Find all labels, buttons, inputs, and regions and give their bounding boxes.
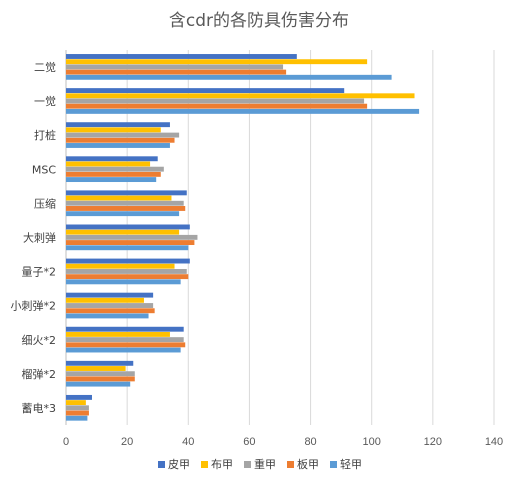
legend-swatch xyxy=(201,461,208,468)
category-label: MSC xyxy=(32,163,56,176)
bar-4-6 xyxy=(66,240,195,245)
bar-4-11 xyxy=(66,410,89,416)
bar-2-8 xyxy=(66,297,144,303)
bar-1-10 xyxy=(66,360,134,366)
bar-2-4 xyxy=(66,161,151,167)
bar-5-4 xyxy=(66,177,157,183)
legend-label: 板甲 xyxy=(297,457,319,471)
x-tick-label: 140 xyxy=(485,436,503,448)
bar-4-9 xyxy=(66,342,186,348)
bar-4-4 xyxy=(66,171,161,177)
legend-swatch xyxy=(287,461,294,468)
category-label: 一觉 xyxy=(34,95,56,108)
chart-title: 含cdr的各防具伤害分布 xyxy=(169,11,349,31)
bar-3-7 xyxy=(66,268,187,274)
bar-2-6 xyxy=(66,229,180,235)
bar-1-11 xyxy=(66,394,92,400)
bar-2-10 xyxy=(66,366,126,371)
bar-3-5 xyxy=(66,200,184,206)
bar-5-6 xyxy=(66,245,189,251)
category-label: 量子*2 xyxy=(22,266,57,279)
x-tick-label: 120 xyxy=(424,436,442,448)
bar-4-1 xyxy=(66,69,287,75)
bar-4-3 xyxy=(66,137,175,143)
category-label: 蓄电*3 xyxy=(22,402,57,415)
bar-1-9 xyxy=(66,326,184,332)
category-label: 榴弹*2 xyxy=(22,367,57,381)
x-tick-label: 60 xyxy=(243,436,255,448)
category-label: 小刺弹*2 xyxy=(11,299,57,313)
legend-swatch xyxy=(330,461,337,468)
bar-1-5 xyxy=(66,190,187,196)
bar-2-5 xyxy=(66,195,172,201)
bar-5-9 xyxy=(66,347,181,353)
x-tick-label: 100 xyxy=(363,436,381,448)
bar-1-2 xyxy=(66,88,345,94)
bar-4-2 xyxy=(66,103,368,109)
bar-1-6 xyxy=(66,224,190,230)
bar-2-9 xyxy=(66,331,170,337)
legend-swatch xyxy=(158,461,165,468)
x-tick-label: 0 xyxy=(63,436,69,448)
bar-4-7 xyxy=(66,274,189,280)
bar-5-7 xyxy=(66,279,181,285)
category-label: 细火*2 xyxy=(22,334,57,347)
bar-2-2 xyxy=(66,93,415,99)
bar-5-10 xyxy=(66,381,131,387)
bar-1-3 xyxy=(66,122,170,128)
bar-3-3 xyxy=(66,132,180,138)
legend-label: 布甲 xyxy=(211,458,233,471)
bar-3-6 xyxy=(66,234,198,240)
bar-3-10 xyxy=(66,371,135,377)
bar-2-1 xyxy=(66,59,368,65)
category-label: 压缩 xyxy=(34,197,56,210)
category-label: 大刺弹 xyxy=(23,231,56,245)
x-tick-label: 40 xyxy=(182,436,194,448)
bar-5-5 xyxy=(66,211,180,217)
bar-2-3 xyxy=(66,127,161,133)
bar-3-8 xyxy=(66,303,154,308)
bar-4-8 xyxy=(66,308,155,314)
bar-2-7 xyxy=(66,263,175,269)
legend-label: 皮甲 xyxy=(168,458,190,471)
bar-5-8 xyxy=(66,313,149,319)
legend-label: 轻甲 xyxy=(340,457,362,471)
category-label: 二觉 xyxy=(34,61,56,74)
bar-5-3 xyxy=(66,143,170,148)
bar-3-4 xyxy=(66,166,164,172)
bar-5-2 xyxy=(66,108,420,114)
bar-3-11 xyxy=(66,405,89,411)
legend-swatch xyxy=(244,461,251,468)
bar-2-11 xyxy=(66,400,86,406)
bar-1-7 xyxy=(66,258,190,264)
x-tick-label: 20 xyxy=(121,436,133,448)
bar-5-1 xyxy=(66,74,392,80)
category-label: 打桩 xyxy=(34,128,56,142)
bar-4-5 xyxy=(66,206,186,211)
bar-3-9 xyxy=(66,337,184,343)
bar-3-2 xyxy=(66,98,365,104)
bar-4-10 xyxy=(66,376,135,382)
bar-1-8 xyxy=(66,292,154,298)
x-tick-label: 80 xyxy=(304,436,316,448)
bar-1-1 xyxy=(66,54,297,59)
bar-1-4 xyxy=(66,156,158,162)
bar-5-11 xyxy=(66,415,88,421)
legend-label: 重甲 xyxy=(254,457,276,471)
bar-3-1 xyxy=(66,64,284,70)
